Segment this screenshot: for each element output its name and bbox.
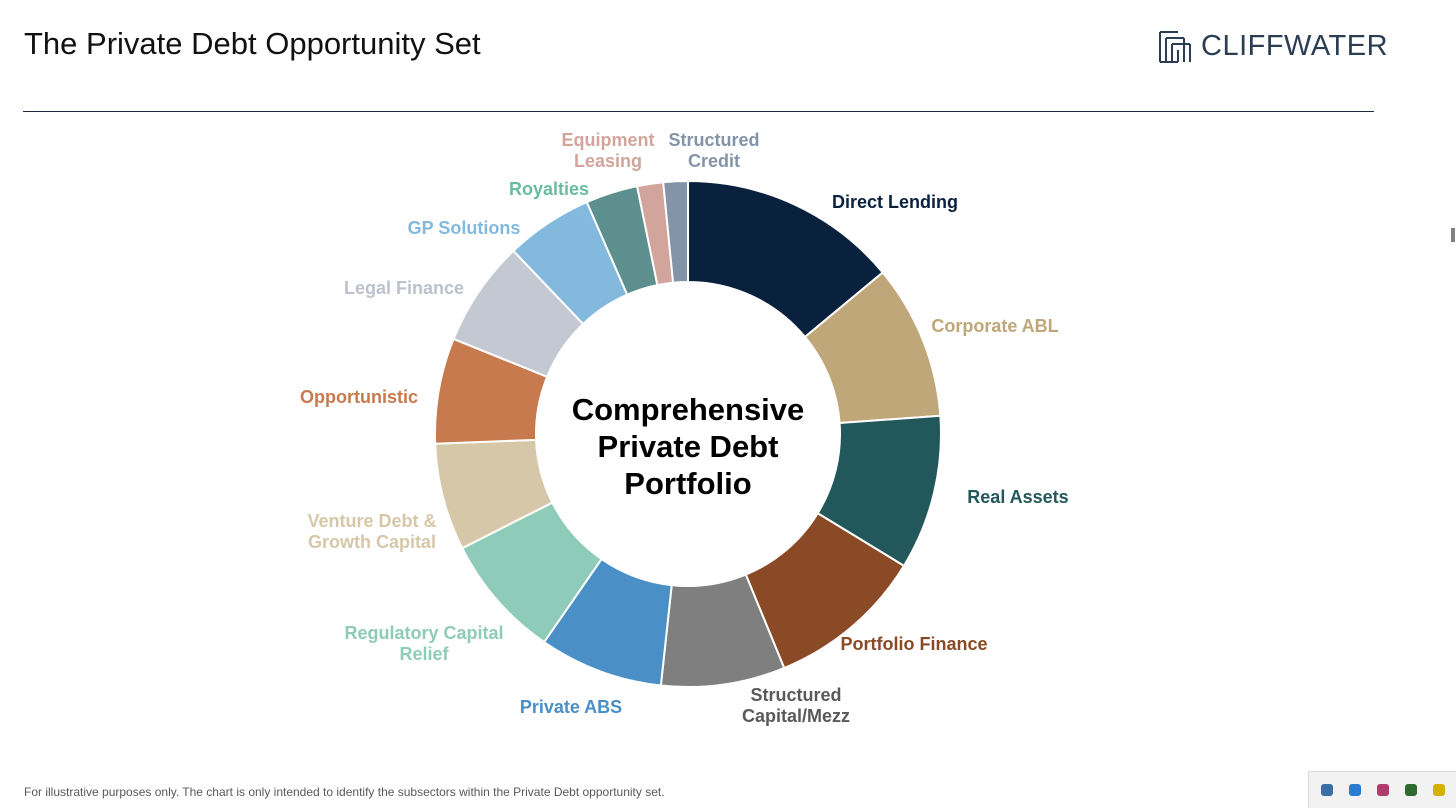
- gpu-icon[interactable]: [1405, 784, 1417, 796]
- label-line: Real Assets: [967, 487, 1068, 507]
- label-line: Direct Lending: [832, 192, 958, 212]
- label-line: Structured: [668, 130, 759, 150]
- label-line: Portfolio Finance: [840, 634, 987, 654]
- cloud-icon[interactable]: [1321, 784, 1333, 796]
- label-line: Legal Finance: [344, 278, 464, 298]
- shield-icon[interactable]: [1349, 784, 1361, 796]
- label-line: Capital/Mezz: [742, 706, 850, 726]
- label-line: Venture Debt &: [307, 511, 436, 531]
- page-title: The Private Debt Opportunity Set: [24, 26, 481, 61]
- label-portfolio-finance: Portfolio Finance: [840, 634, 987, 654]
- label-equipment-leasing: Equipment Leasing: [562, 130, 655, 171]
- label-royalties: Royalties: [509, 179, 589, 199]
- center-label-line-3: Portfolio: [624, 466, 751, 501]
- label-real-assets: Real Assets: [967, 487, 1068, 507]
- label-corporate-abl: Corporate ABL: [931, 316, 1058, 336]
- label-direct-lending: Direct Lending: [832, 192, 958, 212]
- cliffwater-logo: CLIFFWATER: [1158, 29, 1388, 65]
- label-structured-credit: Structured Credit: [668, 130, 759, 171]
- people-icon[interactable]: [1377, 784, 1389, 796]
- label-private-abs: Private ABS: [520, 697, 622, 717]
- label-line: Royalties: [509, 179, 589, 199]
- label-line: Equipment: [562, 130, 655, 150]
- label-line: Credit: [688, 151, 740, 171]
- label-line: Regulatory Capital: [344, 623, 503, 643]
- logo-text: CLIFFWATER: [1201, 30, 1389, 62]
- label-line: Opportunistic: [300, 387, 418, 407]
- system-tray: [1308, 771, 1456, 808]
- label-gp-solutions: GP Solutions: [408, 218, 521, 238]
- cliffwater-logo-mark: [1159, 31, 1191, 63]
- slice-structured-credit: [662, 179, 689, 284]
- label-opportunistic: Opportunistic: [300, 387, 418, 407]
- label-line: Structured: [750, 685, 841, 705]
- label-line: Growth Capital: [308, 532, 436, 552]
- center-label-line-2: Private Debt: [598, 429, 779, 464]
- label-venture-debt-and-growth-capital: Venture Debt & Growth Capital: [307, 511, 436, 552]
- label-line: Corporate ABL: [931, 316, 1058, 336]
- label-structured-capital-mezz: Structured Capital/Mezz: [742, 685, 850, 726]
- footnote: For illustrative purposes only. The char…: [24, 785, 665, 799]
- scroll-handle[interactable]: [1451, 228, 1455, 242]
- label-line: Relief: [399, 644, 449, 664]
- header-divider: [23, 111, 1374, 112]
- center-label-line-1: Comprehensive: [572, 392, 805, 427]
- label-legal-finance: Legal Finance: [344, 278, 464, 298]
- label-line: GP Solutions: [408, 218, 521, 238]
- label-regulatory-capital-relief: Regulatory Capital Relief: [344, 623, 503, 664]
- status-icon[interactable]: [1433, 784, 1445, 796]
- label-line: Private ABS: [520, 697, 622, 717]
- label-line: Leasing: [574, 151, 642, 171]
